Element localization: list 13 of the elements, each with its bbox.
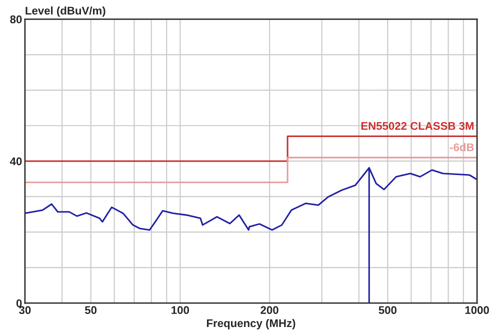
y-tick-label: 40 bbox=[10, 157, 22, 166]
x-tick-label: 50 bbox=[84, 306, 97, 314]
series-label: -6dB bbox=[450, 143, 474, 152]
x-tick-label: 1000 bbox=[465, 306, 489, 314]
x-tick-label: 500 bbox=[378, 306, 396, 314]
y-tick-label: 80 bbox=[10, 15, 22, 24]
x-axis-title: Frequency (MHz) bbox=[206, 318, 296, 330]
x-tick-label: 100 bbox=[172, 306, 189, 314]
y-axis-title: Level (dBuV/m) bbox=[26, 6, 106, 17]
y-tick-label: 0 bbox=[16, 299, 22, 308]
x-tick-label: 200 bbox=[260, 306, 278, 314]
series-label: EN55022 CLASSB 3M bbox=[361, 122, 474, 130]
x-tick-label: 30 bbox=[19, 306, 31, 314]
